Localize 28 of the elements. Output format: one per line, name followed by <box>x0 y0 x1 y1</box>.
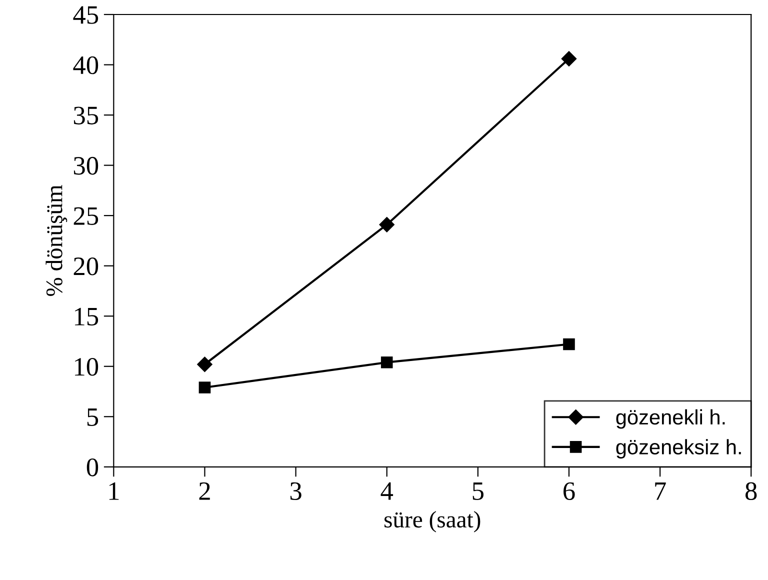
point <box>380 356 393 368</box>
y-tick-label: 30 <box>74 156 98 175</box>
y-tick-label: 35 <box>74 106 98 124</box>
y-tick-label: 10 <box>75 358 98 376</box>
y-tick-label: 0 <box>86 458 98 476</box>
x-tick-label: 1 <box>109 482 119 500</box>
point <box>561 51 577 66</box>
x-tick-label: 4 <box>380 482 394 500</box>
point <box>198 382 211 394</box>
y-tick-label: 15 <box>75 308 98 326</box>
y-tick-label: 25 <box>74 207 98 225</box>
y-tick-label: 20 <box>74 257 98 276</box>
legend-label: gözeneksiz h. <box>616 439 741 459</box>
point <box>379 217 394 232</box>
x-tick-label: 5 <box>472 482 484 500</box>
legend-label: gözenekli h. <box>616 409 725 429</box>
y-axis-title: % dönüşüm <box>46 184 68 296</box>
y-tick-label: 45 <box>73 6 98 24</box>
x-tick-label: 8 <box>746 482 757 500</box>
point <box>197 356 212 372</box>
x-tick-label: 7 <box>655 482 666 500</box>
x-axis-title: süre (saat) <box>384 510 480 532</box>
point <box>563 338 575 350</box>
y-tick-label: 5 <box>87 408 98 426</box>
x-tick-label: 6 <box>564 482 575 500</box>
y-tick-label: 40 <box>73 56 98 74</box>
x-tick-label: 3 <box>290 482 302 500</box>
x-tick-label: 2 <box>199 482 210 500</box>
